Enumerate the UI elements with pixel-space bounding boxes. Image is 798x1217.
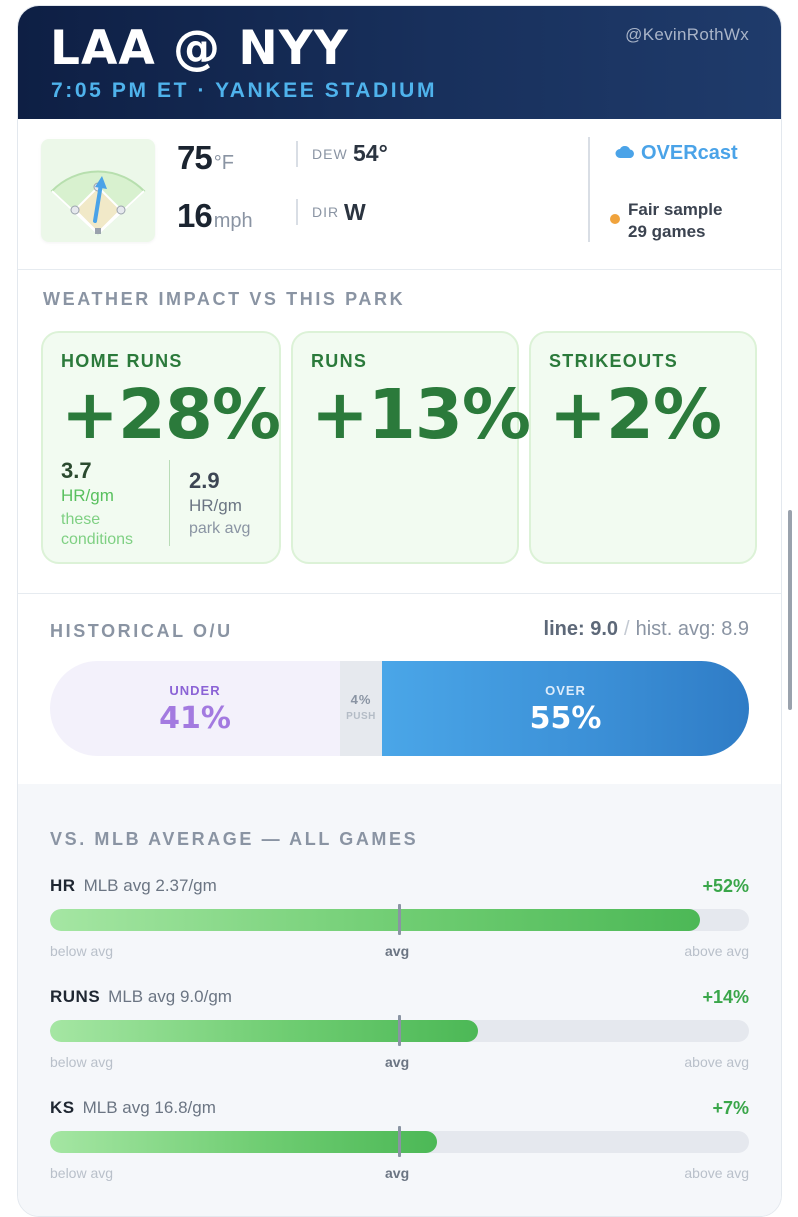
temperature-value: 75 (177, 139, 213, 176)
divider (296, 141, 298, 167)
temperature-unit: °F (213, 152, 234, 174)
above-avg-label: above avg (684, 1165, 749, 1181)
avg-marker (398, 1015, 401, 1046)
sample-quality: Fair sample (628, 200, 723, 219)
game-time-venue: 7:05 PM ET · YANKEE STADIUM (51, 79, 438, 102)
over-segment: OVER 55% (382, 661, 749, 756)
impact-title: WEATHER IMPACT VS THIS PARK (43, 289, 406, 309)
below-avg-label: below avg (50, 1165, 114, 1181)
metric-fill (50, 909, 701, 931)
metric-fill (50, 1020, 479, 1042)
metric-mlb-avg: MLB avg 9.0/gm (108, 987, 232, 1006)
impact-card-strikeouts: STRIKEOUTS +2% (529, 331, 757, 564)
metric-fill (50, 1131, 437, 1153)
dew-label: DEW (312, 146, 348, 162)
metric-row-hr: HR MLB avg 2.37/gm +52% below avg avg abo… (50, 876, 749, 976)
divider (588, 137, 590, 242)
below-avg-label: below avg (50, 943, 114, 959)
metric-name: HR MLB avg 2.37/gm (50, 876, 217, 896)
over-under-bar: UNDER 41% 4% PUSH OVER 55% (50, 661, 749, 756)
wind-speed: 16 mph (177, 197, 253, 235)
above-avg-label: above avg (684, 943, 749, 959)
cast-badge: OVERcast (615, 142, 738, 165)
historical-title: HISTORICAL O/U (50, 621, 233, 641)
hr-park-desc: park avg (189, 520, 251, 537)
dir-value: W (344, 199, 366, 225)
metric-row-ks: KS MLB avg 16.8/gm +7% below avg avg abov… (50, 1098, 749, 1198)
hr-park-value: 2.9 (189, 468, 220, 493)
impact-card-home-runs: HOME RUNS +28% 3.7 HR/gm these condition… (41, 331, 281, 564)
cloud-icon (615, 142, 635, 165)
sample-dot-icon (610, 214, 620, 224)
dew-value: 54° (353, 140, 388, 166)
avg-marker (398, 1126, 401, 1157)
push-segment: 4% PUSH (340, 661, 382, 756)
matchup-title: LAA @ NYY (50, 21, 349, 76)
over-value: 55% (529, 701, 602, 736)
line-value: line: 9.0 (543, 618, 619, 640)
under-label: UNDER (169, 683, 221, 698)
below-avg-label: below avg (50, 1054, 114, 1070)
under-value: 41% (159, 701, 231, 736)
push-value: 4% (350, 692, 372, 707)
divider (18, 593, 781, 594)
hr-value: 3.7 (61, 458, 92, 483)
sample-count: 29 games (628, 222, 706, 241)
impact-value: +28% (61, 375, 281, 455)
wind-speed-unit: mph (213, 210, 253, 232)
avg-label: avg (385, 1054, 410, 1070)
hr-desc: these conditions (61, 511, 134, 548)
baseball-field-icon (41, 139, 155, 242)
hr-unit: HR/gm (61, 486, 114, 505)
temperature: 75 °F (177, 139, 234, 177)
line-separator: / (624, 618, 630, 640)
impact-label: STRIKEOUTS (549, 351, 679, 371)
impact-value: +2% (549, 375, 722, 455)
metric-pct: +7% (712, 1098, 749, 1118)
metric-name: KS MLB avg 16.8/gm (50, 1098, 216, 1118)
hr-these-conditions: 3.7 HR/gm these conditions (61, 458, 151, 550)
avg-label: avg (385, 943, 410, 959)
hr-park-unit: HR/gm (189, 496, 242, 515)
metric-row-runs: RUNS MLB avg 9.0/gm +14% below avg avg ab… (50, 987, 749, 1087)
avg-label: avg (385, 1165, 410, 1181)
metric-pct: +52% (702, 876, 749, 896)
push-label: PUSH (346, 711, 376, 722)
metric-label: RUNS (50, 987, 101, 1006)
sample-info: Fair sample 29 games (628, 199, 723, 243)
over-label: OVER (545, 683, 586, 698)
impact-label: HOME RUNS (61, 351, 183, 371)
cast-label: OVERcast (641, 142, 738, 164)
impact-label: RUNS (311, 351, 368, 371)
wind-arrow-icon (93, 176, 107, 223)
wind-speed-value: 16 (177, 197, 213, 234)
metric-pct: +14% (702, 987, 749, 1007)
impact-card-runs: RUNS +13% (291, 331, 531, 564)
under-segment: UNDER 41% (50, 661, 340, 756)
dir-label: DIR (312, 204, 340, 220)
mlb-comparison-section: VS. MLB AVERAGE — ALL GAMES HR MLB avg 2.… (18, 784, 781, 1216)
metric-name: RUNS MLB avg 9.0/gm (50, 987, 232, 1007)
game-header: LAA @ NYY @KevinRothWx 7:05 PM ET · YANK… (18, 6, 781, 119)
above-avg-label: above avg (684, 1054, 749, 1070)
metric-label: HR (50, 876, 76, 895)
metric-label: KS (50, 1098, 75, 1117)
mlb-title: VS. MLB AVERAGE — ALL GAMES (50, 829, 419, 849)
impact-value: +13% (311, 375, 531, 455)
metric-mlb-avg: MLB avg 16.8/gm (82, 1098, 216, 1117)
metric-mlb-avg: MLB avg 2.37/gm (83, 876, 217, 895)
game-card: LAA @ NYY @KevinRothWx 7:05 PM ET · YANK… (17, 5, 782, 1217)
avg-marker (398, 904, 401, 935)
divider (169, 460, 170, 546)
weather-row: 75 °F 16 mph DEW 54° DIR W OVERcast Fair s… (18, 119, 781, 270)
hr-park-avg: 2.9 HR/gm park avg (189, 468, 250, 538)
hist-avg: hist. avg: 8.9 (635, 618, 749, 640)
author-handle[interactable]: @KevinRothWx (625, 25, 749, 44)
line-info: line: 9.0/hist. avg: 8.9 (544, 618, 749, 641)
scrollbar[interactable] (788, 510, 792, 710)
divider (296, 199, 298, 225)
